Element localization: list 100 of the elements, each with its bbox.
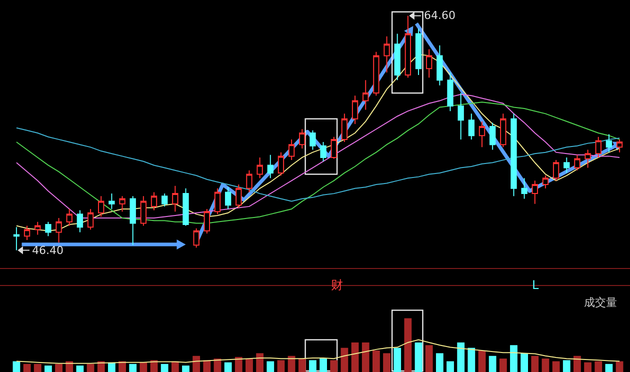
candlestick [415,28,422,76]
candlestick [595,136,602,158]
candlestick [34,221,41,236]
bar [12,361,20,372]
candlestick [246,170,252,193]
bar [298,358,306,372]
candlestick [236,184,242,208]
candlestick [584,149,591,168]
candlestick [214,188,221,215]
bar [76,366,84,372]
candlestick [98,196,104,218]
bar [542,358,550,372]
candlestick [521,178,528,200]
candlestick [574,154,580,171]
candlestick [161,193,168,207]
candlestick [458,92,464,140]
candlestick [478,120,486,148]
bar [320,358,327,372]
bar [23,364,31,372]
candlestick [500,113,506,148]
bar [584,362,592,372]
bar [372,350,380,372]
candlestick [119,196,126,212]
annotation: 64.60 [424,9,456,22]
candlestick [436,44,443,86]
bar [246,358,253,372]
candlestick [489,122,496,150]
candlestick [426,48,432,78]
bar [552,361,560,372]
bar [288,356,296,372]
candlestick [256,156,263,179]
bar [224,362,232,372]
bar [616,361,624,372]
bar [118,361,126,372]
candlestick [447,72,454,112]
bar [468,348,476,372]
text: 财 [331,278,343,292]
candlestick [468,113,475,140]
candlestick [267,154,274,179]
bar [446,361,454,372]
bar [510,345,518,372]
candlestick [76,210,84,233]
bar [340,348,348,372]
bar [108,362,116,372]
candlestick [373,51,380,96]
candlestick [532,180,538,204]
candlestick [87,208,94,230]
candlestick [278,152,284,176]
bar [362,342,370,372]
candlestick [404,15,412,78]
bar [574,356,581,372]
bar [457,342,465,372]
candlestick [182,188,189,226]
bar [86,364,94,372]
bar [97,361,105,372]
candlestick [299,128,306,149]
bar [66,361,74,372]
bar [520,353,528,372]
candlestick [384,36,390,73]
candlestick [45,221,52,237]
candlestick [130,196,136,246]
candlestick [616,138,623,153]
bar [404,318,412,372]
candlestick [352,95,358,124]
candlestick [204,208,210,234]
candlestick [150,192,158,211]
bar [499,358,507,372]
bar [478,350,486,372]
bar [160,364,168,372]
bar [330,360,338,372]
bar [192,356,200,372]
bar [266,361,274,372]
candlestick [224,186,232,210]
candlestick [362,80,369,110]
candlestick [320,142,326,162]
bar [351,342,359,372]
chart-title: 成交量 [584,296,617,309]
candlestick [193,228,200,248]
candlestick [552,160,560,182]
text: L [532,278,539,292]
bar [256,353,264,372]
bar [562,360,570,372]
candlestick [606,134,612,153]
bar [34,364,42,372]
candlestick [310,130,316,150]
bar [203,360,211,372]
bar [436,353,444,372]
bar [129,364,137,372]
bar [425,345,433,372]
bar [309,360,316,372]
candlestick [108,193,115,210]
candlestick [140,196,147,226]
bar [55,364,62,372]
candlestick [394,33,400,81]
candlestick [56,218,62,244]
bar [182,366,190,372]
bar [383,353,390,372]
candlestick [330,136,337,160]
candlestick [564,156,570,174]
bar [234,356,242,372]
